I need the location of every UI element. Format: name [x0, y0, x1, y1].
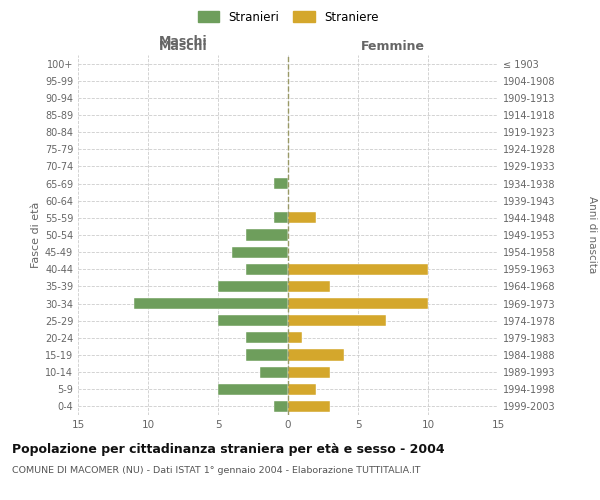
Bar — [246, 230, 288, 240]
Bar — [288, 298, 428, 309]
Bar — [288, 366, 330, 378]
Bar — [288, 332, 302, 344]
Text: Maschi: Maschi — [158, 40, 208, 52]
Bar — [246, 264, 288, 275]
Bar — [246, 350, 288, 360]
Bar — [274, 178, 288, 189]
Bar — [218, 315, 288, 326]
Bar — [232, 246, 288, 258]
Bar — [288, 212, 316, 224]
Bar — [246, 332, 288, 344]
Text: Popolazione per cittadinanza straniera per età e sesso - 2004: Popolazione per cittadinanza straniera p… — [12, 442, 445, 456]
Bar — [134, 298, 288, 309]
Bar — [274, 401, 288, 412]
Bar — [288, 350, 344, 360]
Bar — [288, 281, 330, 292]
Bar — [218, 281, 288, 292]
Text: Anni di nascita: Anni di nascita — [587, 196, 597, 274]
Text: Maschi: Maschi — [158, 35, 208, 48]
Bar — [288, 315, 386, 326]
Bar — [288, 384, 316, 395]
Bar — [218, 384, 288, 395]
Bar — [274, 212, 288, 224]
Bar — [288, 401, 330, 412]
Text: Femmine: Femmine — [361, 40, 425, 52]
Bar — [260, 366, 288, 378]
Bar — [288, 264, 428, 275]
Legend: Stranieri, Straniere: Stranieri, Straniere — [193, 6, 383, 28]
Text: COMUNE DI MACOMER (NU) - Dati ISTAT 1° gennaio 2004 - Elaborazione TUTTITALIA.IT: COMUNE DI MACOMER (NU) - Dati ISTAT 1° g… — [12, 466, 421, 475]
Y-axis label: Fasce di età: Fasce di età — [31, 202, 41, 268]
